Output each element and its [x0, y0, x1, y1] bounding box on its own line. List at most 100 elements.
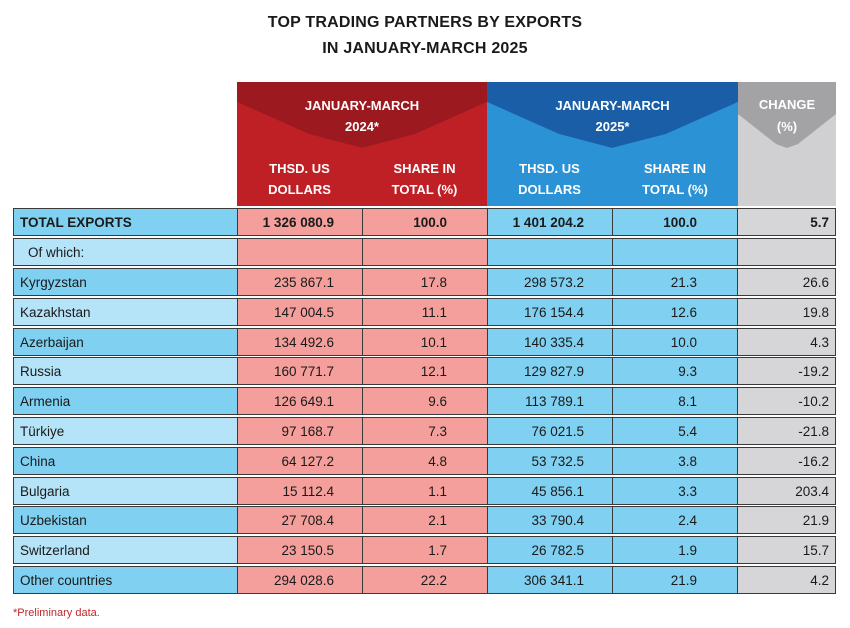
share-2025: 21.9: [612, 566, 738, 594]
value-2024: 294 028.6: [237, 566, 363, 594]
country-name: Türkiye: [13, 417, 238, 445]
total-value-2024: 1 326 080.9: [237, 208, 363, 236]
share-2024: 1.7: [362, 536, 488, 564]
value-2025: 306 341.1: [487, 566, 613, 594]
share-2024: 9.6: [362, 387, 488, 415]
table-row: Azerbaijan 134 492.6 10.1 140 335.4 10.0 4.3: [13, 328, 836, 358]
of-which-row: Of which:: [13, 238, 836, 268]
share-2025: 3.3: [612, 477, 738, 505]
change-value: 15.7: [737, 536, 836, 564]
table-row: Armenia 126 649.1 9.6 113 789.1 8.1 -10.2: [13, 387, 836, 417]
total-value-2025: 1 401 204.2: [487, 208, 613, 236]
share-2024: 22.2: [362, 566, 488, 594]
share-2024: 10.1: [362, 328, 488, 356]
country-name: Other countries: [13, 566, 238, 594]
total-share-2024: 100.0: [362, 208, 488, 236]
total-row: TOTAL EXPORTS 1 326 080.9 100.0 1 401 20…: [13, 208, 836, 238]
table-row: Uzbekistan 27 708.4 2.1 33 790.4 2.4 21.9: [13, 506, 836, 536]
share-2024: 7.3: [362, 417, 488, 445]
change-value: 26.6: [737, 268, 836, 296]
change-value: -10.2: [737, 387, 836, 415]
table-row: Russia 160 771.7 12.1 129 827.9 9.3 -19.2: [13, 357, 836, 387]
share-2024: 11.1: [362, 298, 488, 326]
of-which-label: Of which:: [13, 238, 238, 266]
empty-cell: [362, 238, 488, 266]
header-2025-share-col: SHARE IN TOTAL (%): [642, 161, 708, 197]
value-2025: 53 732.5: [487, 447, 613, 475]
value-2024: 235 867.1: [237, 268, 363, 296]
country-name: Kazakhstan: [13, 298, 238, 326]
share-2025: 9.3: [612, 357, 738, 385]
total-change: 5.7: [737, 208, 836, 236]
value-2024: 27 708.4: [237, 506, 363, 534]
period-2025: JANUARY-MARCH 2025*: [555, 98, 670, 134]
title-line-1: TOP TRADING PARTNERS BY EXPORTS: [267, 14, 583, 31]
country-name: Switzerland: [13, 536, 238, 564]
change-value: 203.4: [737, 477, 836, 505]
header-2024-share-col: SHARE IN TOTAL (%): [391, 161, 458, 197]
value-2024: 160 771.7: [237, 357, 363, 385]
header-2024-value-col: THSD. US DOLLARS: [268, 161, 331, 197]
share-2025: 8.1: [612, 387, 738, 415]
change-value: 19.8: [737, 298, 836, 326]
change-value: -19.2: [737, 357, 836, 385]
table-row: Switzerland 23 150.5 1.7 26 782.5 1.9 15.7: [13, 536, 836, 566]
title-line-2: IN JANUARY-MARCH 2025: [322, 40, 528, 57]
change-value: 21.9: [737, 506, 836, 534]
value-2024: 23 150.5: [237, 536, 363, 564]
value-2024: 134 492.6: [237, 328, 363, 356]
share-2025: 5.4: [612, 417, 738, 445]
change-value: -21.8: [737, 417, 836, 445]
header-change: CHANGE (%): [738, 82, 836, 206]
empty-cell: [487, 238, 613, 266]
share-2025: 10.0: [612, 328, 738, 356]
value-2025: 298 573.2: [487, 268, 613, 296]
total-name: TOTAL EXPORTS: [13, 208, 238, 236]
table-row: Kyrgyzstan 235 867.1 17.8 298 573.2 21.3 26.6: [13, 268, 836, 298]
empty-cell: [612, 238, 738, 266]
share-2025: 1.9: [612, 536, 738, 564]
header-2025: JANUARY-MARCH 2025* THSD. US DOLLARS SHA…: [487, 82, 738, 206]
share-2025: 3.8: [612, 447, 738, 475]
value-2024: 126 649.1: [237, 387, 363, 415]
table-row: China 64 127.2 4.8 53 732.5 3.8 -16.2: [13, 447, 836, 477]
table-row: Kazakhstan 147 004.5 11.1 176 154.4 12.6 19.8: [13, 298, 836, 328]
table-row: Other countries 294 028.6 22.2 306 341.1 21.…: [13, 566, 836, 596]
share-2025: 2.4: [612, 506, 738, 534]
header-2024-banner: [237, 82, 487, 148]
country-name: Kyrgyzstan: [13, 268, 238, 296]
value-2025: 76 021.5: [487, 417, 613, 445]
empty-cell: [737, 238, 836, 266]
change-value: -16.2: [737, 447, 836, 475]
value-2024: 15 112.4: [237, 477, 363, 505]
period-2024: JANUARY-MARCH 2024*: [304, 98, 420, 134]
total-share-2025: 100.0: [612, 208, 738, 236]
value-2025: 113 789.1: [487, 387, 613, 415]
country-name: Azerbaijan: [13, 328, 238, 356]
share-2024: 1.1: [362, 477, 488, 505]
value-2024: 64 127.2: [237, 447, 363, 475]
country-name: Uzbekistan: [13, 506, 238, 534]
value-2025: 33 790.4: [487, 506, 613, 534]
change-value: 4.2: [737, 566, 836, 594]
value-2025: 129 827.9: [487, 357, 613, 385]
country-name: Armenia: [13, 387, 238, 415]
footnote: *Preliminary data.: [13, 607, 100, 619]
table-title: TOP TRADING PARTNERS BY EXPORTS IN JANUA…: [0, 10, 850, 62]
table-row: Türkiye 97 168.7 7.3 76 021.5 5.4 -21.8: [13, 417, 836, 447]
value-2025: 176 154.4: [487, 298, 613, 326]
value-2024: 97 168.7: [237, 417, 363, 445]
header-2024: JANUARY-MARCH 2024* THSD. US DOLLARS SHA…: [237, 82, 487, 206]
header-change-banner: [738, 82, 836, 148]
share-2024: 12.1: [362, 357, 488, 385]
header-2025-banner: [487, 82, 738, 148]
value-2025: 140 335.4: [487, 328, 613, 356]
value-2025: 45 856.1: [487, 477, 613, 505]
table-row: Bulgaria 15 112.4 1.1 45 856.1 3.3 203.4: [13, 477, 836, 507]
country-name: Russia: [13, 357, 238, 385]
value-2024: 147 004.5: [237, 298, 363, 326]
empty-cell: [237, 238, 363, 266]
header-2025-value-col: THSD. US DOLLARS: [518, 161, 581, 197]
share-2025: 21.3: [612, 268, 738, 296]
share-2024: 4.8: [362, 447, 488, 475]
